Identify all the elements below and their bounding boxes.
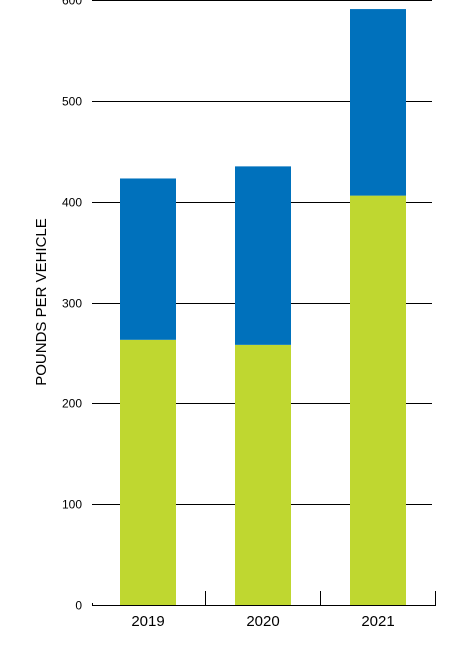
x-tick-labels: 2019 2020 2021 xyxy=(131,613,394,630)
x-tick-label-2020: 2020 xyxy=(246,613,279,630)
y-tick-label-0: 0 xyxy=(75,599,82,613)
bar-2020-segment-2 xyxy=(235,166,291,345)
y-tick-label-100: 100 xyxy=(62,498,82,512)
bar-2020-segment-1 xyxy=(235,344,291,605)
y-axis-title: POUNDS PER VEHICLE xyxy=(33,218,50,386)
y-tick-label-300: 300 xyxy=(62,297,82,311)
y-tick-labels: 0 100 200 300 400 500 600 xyxy=(62,0,82,613)
bar-2021-segment-2 xyxy=(350,9,406,196)
axes xyxy=(92,591,436,606)
bars xyxy=(120,9,406,605)
bar-2019-segment-2 xyxy=(120,178,176,340)
y-tick-label-400: 400 xyxy=(62,196,82,210)
y-tick-label-500: 500 xyxy=(62,95,82,109)
y-tick-label-200: 200 xyxy=(62,397,82,411)
y-tick-label-600: 600 xyxy=(62,0,82,8)
x-tick-label-2021: 2021 xyxy=(361,613,394,630)
bar-2021-segment-1 xyxy=(350,195,406,605)
bar-2019-segment-1 xyxy=(120,339,176,605)
x-tick-label-2019: 2019 xyxy=(131,613,164,630)
